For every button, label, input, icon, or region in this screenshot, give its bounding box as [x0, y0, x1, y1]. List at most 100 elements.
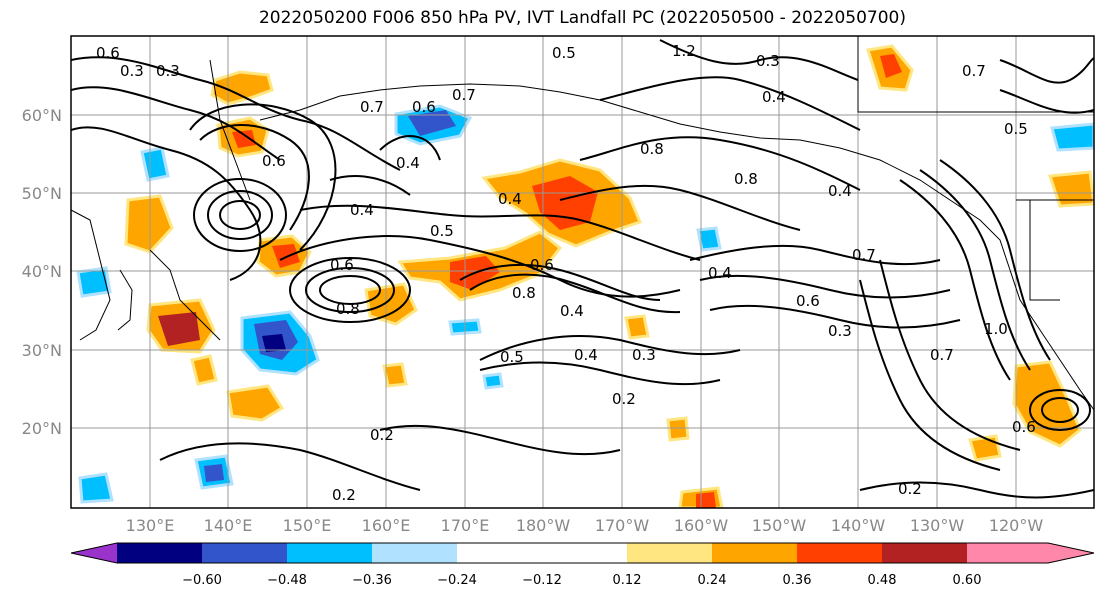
- contour-label: 0.6: [796, 292, 820, 310]
- positive-anomaly-region: [968, 434, 1002, 462]
- pv-contours: [71, 39, 1094, 499]
- negative-anomaly-region: [408, 110, 456, 136]
- contour-label: 0.5: [500, 348, 524, 366]
- lon-axis: 130°E 140°E 150°E 160°E 170°E 180°W 170°…: [126, 516, 1044, 535]
- lon-tick-label: 160°E: [362, 516, 411, 535]
- colorbar-tick-label: −0.60: [182, 573, 222, 588]
- contour-label: 0.4: [350, 201, 374, 219]
- contour-label: 0.3: [632, 346, 656, 364]
- lat-tick-label: 60°N: [22, 106, 62, 125]
- contour-label: 0.6: [330, 256, 354, 274]
- contour-label: 0.5: [430, 222, 454, 240]
- contour-label: 0.4: [574, 346, 598, 364]
- lat-tick-label: 30°N: [22, 341, 62, 360]
- negative-anomaly-region: [140, 146, 170, 182]
- negative-anomaly-region: [262, 334, 286, 352]
- positive-anomaly-region: [880, 54, 902, 78]
- negative-anomaly-region: [482, 372, 504, 390]
- colorbar: −0.60 −0.48 −0.36 −0.24 −0.12 0.12 0.24 …: [70, 542, 1095, 588]
- coastlines: [71, 36, 1094, 411]
- contour-label: 0.3: [156, 62, 180, 80]
- positive-anomaly-region: [696, 492, 716, 508]
- contour-label: 0.4: [708, 264, 732, 282]
- contour-label: 0.3: [120, 62, 144, 80]
- contour-label: 0.8: [734, 170, 758, 188]
- contour-label: 0.5: [1004, 120, 1028, 138]
- positive-anomaly-region: [382, 362, 408, 388]
- contour-label: 0.4: [396, 154, 420, 172]
- positive-anomaly-region: [232, 130, 256, 148]
- positive-anomaly-region: [226, 384, 285, 422]
- lon-tick-label: 150°E: [283, 516, 332, 535]
- colorbar-swatch: [797, 543, 882, 563]
- contour-label: 0.7: [852, 246, 876, 264]
- negative-anomaly-region: [204, 464, 224, 482]
- contour-label: 0.8: [336, 300, 360, 318]
- lon-tick-label: 170°E: [441, 516, 490, 535]
- lat-tick-label: 40°N: [22, 262, 62, 281]
- contour-label: 0.2: [370, 426, 394, 444]
- colorbar-swatch: [882, 543, 967, 563]
- colorbar-tick-label: 0.36: [783, 573, 812, 588]
- colorbar-swatch: [627, 543, 712, 563]
- colorbar-outline: [70, 542, 1095, 564]
- negative-anomaly-region: [76, 266, 112, 298]
- colorbar-swatch: [712, 543, 797, 563]
- colorbar-tick-label: 0.60: [953, 573, 982, 588]
- contour-label: 0.8: [640, 140, 664, 158]
- colorbar-tick-label: −0.24: [437, 573, 477, 588]
- colorbar-swatch: [372, 543, 457, 563]
- contour-label: 0.4: [498, 190, 522, 208]
- positive-anomaly-region: [1012, 360, 1082, 448]
- map-border: [70, 35, 1095, 509]
- colorbar-swatch: [202, 543, 287, 563]
- colorbar-low-extend: [71, 543, 117, 563]
- contour-label: 0.7: [930, 346, 954, 364]
- lon-tick-label: 150°W: [752, 516, 807, 535]
- lon-tick-label: 160°W: [674, 516, 729, 535]
- contour-label: 0.4: [762, 88, 786, 106]
- lat-tick-label: 20°N: [22, 419, 62, 438]
- lon-tick-label: 120°W: [989, 516, 1044, 535]
- lon-tick-label: 130°W: [910, 516, 965, 535]
- lon-tick-label: 180°W: [516, 516, 571, 535]
- map-title: 2022050200 F006 850 hPa PV, IVT Landfall…: [258, 8, 906, 28]
- positive-anomaly-region: [190, 354, 218, 386]
- lon-tick-label: 170°W: [595, 516, 650, 535]
- contour-label: 0.4: [560, 302, 584, 320]
- contour-label: 0.7: [452, 86, 476, 104]
- contour-label: 0.3: [756, 52, 780, 70]
- contour-labels: 0.6 0.3 0.3 0.7 0.6 0.4 0.7 0.6 0.4 0.5 …: [96, 42, 1036, 504]
- contour-label: 0.4: [828, 182, 852, 200]
- contour-label: 0.3: [828, 322, 852, 340]
- colorbar-tick-label: 0.48: [868, 573, 897, 588]
- colorbar-swatch: [117, 543, 202, 563]
- colorbar-swatch: [457, 543, 627, 563]
- contour-label: 1.2: [672, 42, 696, 60]
- positive-anomaly-region: [124, 194, 174, 254]
- colorbar-tick-label: −0.36: [352, 573, 392, 588]
- contour-label: 0.6: [530, 256, 554, 274]
- colorbar-tick-label: 0.24: [698, 573, 727, 588]
- contour-label: 0.2: [898, 480, 922, 498]
- negative-anomaly-region: [1050, 122, 1094, 152]
- lon-tick-label: 130°E: [126, 516, 175, 535]
- positive-anomaly-region: [210, 70, 274, 106]
- contour-label: 0.6: [412, 98, 436, 116]
- contour-label: 0.6: [262, 152, 286, 170]
- colorbar-tick-label: −0.12: [522, 573, 562, 588]
- colorbar-tick-label: 0.12: [613, 573, 642, 588]
- positive-anomaly-region: [158, 312, 200, 346]
- positive-anomaly-region: [624, 314, 650, 340]
- positive-anomaly-region: [666, 416, 690, 442]
- contour-label: 0.2: [332, 486, 356, 504]
- colorbar-swatch: [287, 543, 372, 563]
- contour-label: 0.8: [512, 284, 536, 302]
- contour-label: 0.6: [1012, 418, 1036, 436]
- lat-tick-label: 50°N: [22, 184, 62, 203]
- contour-label: 0.7: [360, 98, 384, 116]
- contour-label: 1.0: [984, 320, 1008, 338]
- contour-label: 0.5: [552, 44, 576, 62]
- lon-tick-label: 140°E: [204, 516, 253, 535]
